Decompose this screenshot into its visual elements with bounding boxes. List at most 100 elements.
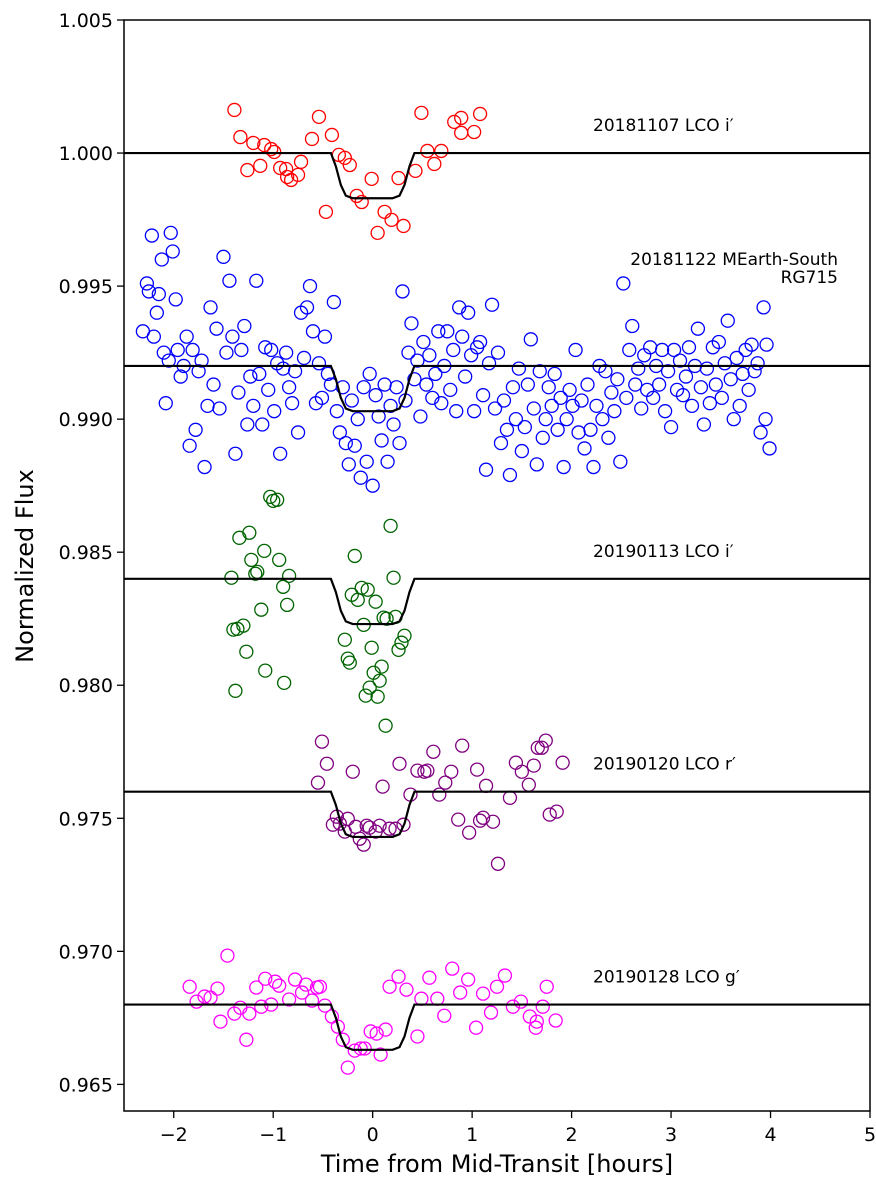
- data-point: [391, 170, 406, 186]
- data-point: [329, 404, 345, 419]
- data-point: [273, 446, 288, 461]
- data-point: [158, 396, 173, 411]
- data-point: [356, 837, 371, 852]
- model-curve: [124, 577, 870, 626]
- data-point: [231, 385, 246, 400]
- x-tick-label: −2: [160, 1124, 188, 1146]
- data-point: [335, 1032, 350, 1047]
- data-point: [699, 361, 715, 376]
- data-point: [377, 377, 392, 392]
- data-point: [455, 329, 470, 344]
- data-point: [759, 337, 774, 352]
- data-point: [232, 530, 247, 545]
- data-point: [372, 673, 387, 688]
- data-point: [404, 316, 419, 331]
- data-point: [353, 1041, 368, 1056]
- x-tick-label: 5: [864, 1124, 876, 1146]
- data-point: [475, 388, 491, 403]
- data-point: [729, 350, 744, 366]
- data-point: [547, 366, 562, 382]
- data-point: [391, 642, 406, 658]
- data-point: [434, 396, 449, 411]
- data-point: [619, 390, 634, 406]
- data-point: [628, 377, 643, 392]
- data-point: [756, 300, 771, 315]
- data-point: [212, 401, 227, 416]
- data-point: [657, 404, 673, 419]
- data-point: [151, 286, 166, 302]
- data-point: [496, 393, 512, 408]
- data-point: [714, 390, 729, 406]
- data-point: [523, 332, 538, 347]
- data-point: [324, 127, 340, 143]
- y-tick-label: 0.990: [59, 409, 113, 431]
- data-point: [408, 163, 423, 179]
- data-point: [173, 369, 188, 384]
- data-point: [708, 377, 723, 392]
- data-point: [604, 385, 619, 400]
- annotation: RG715: [781, 268, 838, 288]
- data-point: [279, 597, 295, 613]
- data-point: [493, 435, 509, 451]
- data-point: [444, 764, 459, 779]
- data-point: [364, 171, 379, 187]
- data-point: [553, 390, 568, 406]
- data-point: [293, 154, 309, 169]
- data-point: [574, 393, 589, 408]
- data-point: [337, 150, 352, 165]
- data-point: [210, 981, 225, 996]
- data-point: [397, 628, 412, 643]
- data-point: [332, 425, 347, 440]
- data-point: [360, 582, 375, 597]
- data-point: [382, 821, 397, 836]
- data-point: [344, 393, 359, 408]
- data-point: [513, 994, 529, 1009]
- data-point: [213, 1014, 228, 1029]
- data-point: [548, 1013, 563, 1028]
- data-point: [228, 683, 243, 698]
- data-point: [744, 337, 759, 352]
- data-point: [577, 441, 592, 456]
- data-point: [365, 478, 380, 493]
- data-point: [401, 345, 416, 360]
- annotation: 20190128 LCO g′: [593, 968, 740, 988]
- y-tick-label: 0.965: [59, 1074, 113, 1096]
- data-point: [319, 756, 335, 771]
- y-tick-label: 0.975: [59, 808, 113, 830]
- data-point: [422, 348, 437, 363]
- data-point: [445, 961, 460, 976]
- data-point: [287, 364, 303, 379]
- data-point: [254, 999, 269, 1014]
- data-point: [281, 992, 297, 1007]
- data-point: [239, 644, 254, 659]
- data-point: [490, 345, 506, 360]
- data-point: [248, 566, 263, 581]
- y-tick-label: 0.970: [59, 941, 113, 963]
- data-point: [371, 409, 386, 424]
- data-point: [364, 640, 379, 655]
- data-point: [270, 492, 285, 507]
- data-point: [437, 1008, 452, 1023]
- data-point: [468, 1020, 484, 1035]
- data-point: [197, 459, 212, 475]
- data-point: [273, 160, 288, 176]
- data-point: [517, 419, 533, 435]
- data-point: [478, 462, 494, 477]
- data-point: [556, 459, 571, 475]
- data-point: [294, 985, 310, 1000]
- data-point: [601, 430, 616, 445]
- data-point: [717, 356, 732, 371]
- data-point: [340, 1060, 355, 1075]
- data-point: [374, 659, 389, 674]
- data-point: [589, 398, 604, 413]
- data-point: [646, 390, 661, 406]
- data-point: [240, 162, 255, 178]
- data-point: [422, 970, 437, 985]
- data-point: [535, 999, 550, 1014]
- data-point: [386, 570, 401, 585]
- data-point: [368, 594, 383, 609]
- data-point: [425, 390, 440, 406]
- data-point: [565, 398, 580, 413]
- data-point: [613, 454, 628, 469]
